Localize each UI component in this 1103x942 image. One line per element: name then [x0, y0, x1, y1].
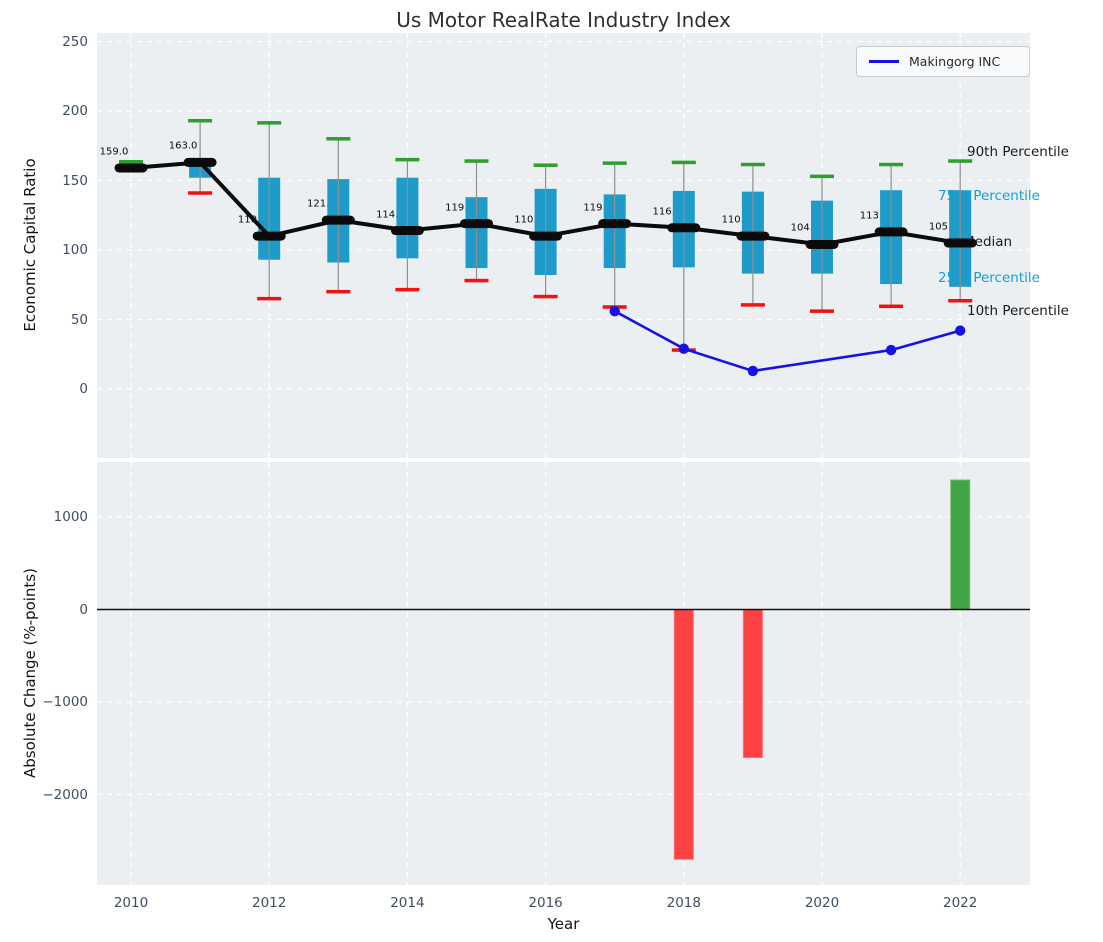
legend-label: Makingorg INC [909, 54, 1000, 69]
legend: Makingorg INC [856, 46, 1030, 77]
legend-line-icon [869, 60, 899, 63]
chart-figure: Us Motor RealRate Industry Index Economi… [0, 0, 1103, 942]
gridlines-canvas [0, 0, 1103, 942]
